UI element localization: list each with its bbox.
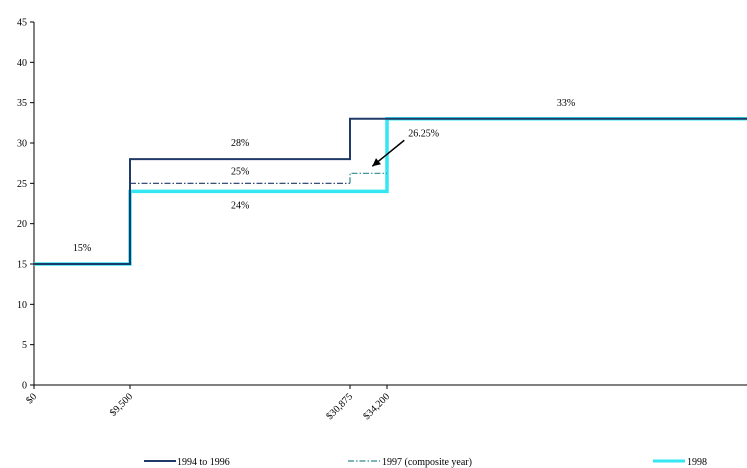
x-tick-label: $34,200 [361, 391, 392, 422]
y-tick-label: 45 [17, 18, 27, 29]
annotation-label: 28% [231, 138, 249, 149]
legend-label-1998: 1998 [687, 457, 707, 468]
annotation-label: 24% [231, 200, 249, 211]
annotation-label: 15% [73, 243, 91, 254]
y-tick-label: 20 [17, 219, 27, 230]
x-tick-label: $0 [24, 391, 39, 406]
y-tick-label: 5 [22, 340, 27, 351]
x-tick-label: $30,875 [324, 391, 355, 422]
annotation-label: 26.25% [408, 128, 439, 139]
legend-label-1994-1996: 1994 to 1996 [177, 457, 230, 468]
y-tick-label: 25 [17, 179, 27, 190]
annotation-arrowhead [372, 158, 381, 167]
legend: 1994 to 1996 1997 (composite year) 1998 [144, 457, 707, 468]
series-line-1994-to-1996 [34, 117, 747, 265]
series-line-1997-composite-year-step [349, 172, 387, 184]
legend-item-1997: 1997 (composite year) [348, 457, 472, 468]
y-tick-label: 40 [17, 58, 27, 69]
y-tick-label: 35 [17, 98, 27, 109]
legend-item-1998: 1998 [653, 457, 707, 468]
y-tick-label: 30 [17, 139, 27, 150]
x-tick-label: $9,500 [108, 391, 135, 418]
axes: 0 5 10 15 20 25 30 35 40 45 $0 $9,500 $30,875 $34,200 [17, 18, 747, 422]
annotation-label: 25% [231, 166, 249, 177]
y-tick-label: 10 [17, 300, 27, 311]
y-tick-label: 0 [22, 381, 27, 392]
annotation-layer: 15% 28% 25% 24% 33% 26.25% [73, 98, 575, 254]
legend-label-1997: 1997 (composite year) [382, 457, 472, 468]
y-tick-label: 15 [17, 260, 27, 271]
series-layer [34, 117, 747, 266]
legend-item-1994-1996: 1994 to 1996 [144, 457, 230, 468]
series-line-1998 [34, 117, 747, 266]
annotation-label: 33% [557, 98, 575, 109]
